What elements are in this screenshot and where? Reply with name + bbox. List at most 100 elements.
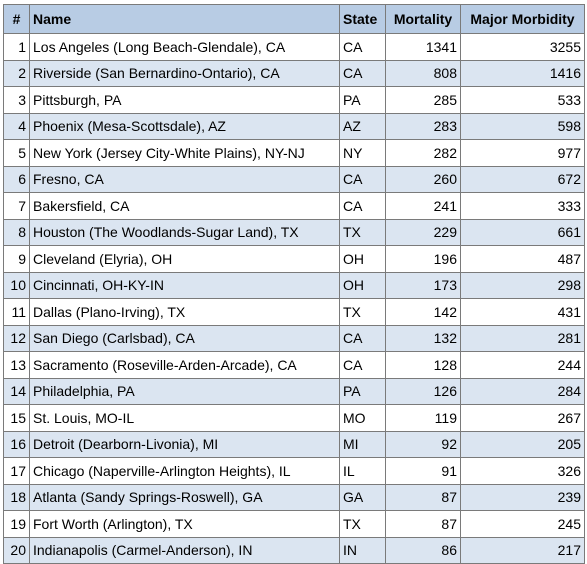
row-name: Atlanta (Sandy Springs-Roswell), GA [29, 483, 340, 511]
row-mortality: 808 [385, 59, 461, 87]
row-state: TX [339, 510, 386, 538]
table-row: 14 Philadelphia, PA PA 126 284 [3, 377, 585, 405]
table-row: 12 San Diego (Carlsbad), CA CA 132 281 [3, 324, 585, 352]
row-number: 14 [3, 377, 30, 405]
row-name: New York (Jersey City-White Plains), NY-… [29, 139, 340, 167]
row-name: Houston (The Woodlands-Sugar Land), TX [29, 218, 340, 246]
row-name: Bakersfield, CA [29, 192, 340, 220]
row-mortality: 173 [385, 271, 461, 299]
row-morbidity: 326 [460, 457, 585, 485]
row-name: Phoenix (Mesa-Scottsdale), AZ [29, 112, 340, 140]
row-mortality: 132 [385, 324, 461, 352]
row-name: Dallas (Plano-Irving), TX [29, 298, 340, 326]
header-row: # Name State Mortality Major Morbidity [3, 4, 585, 34]
row-morbidity: 217 [460, 536, 585, 564]
header-morbidity: Major Morbidity [460, 4, 585, 34]
row-state: MO [339, 404, 386, 432]
row-name: Sacramento (Roseville-Arden-Arcade), CA [29, 351, 340, 379]
row-state: CA [339, 33, 386, 61]
row-morbidity: 298 [460, 271, 585, 299]
row-number: 5 [3, 139, 30, 167]
row-number: 16 [3, 430, 30, 458]
row-morbidity: 239 [460, 483, 585, 511]
row-morbidity: 267 [460, 404, 585, 432]
table-row: 20 Indianapolis (Carmel-Anderson), IN IN 86… [3, 536, 585, 564]
table-row: 4 Phoenix (Mesa-Scottsdale), AZ AZ 283 598 [3, 112, 585, 140]
row-state: AZ [339, 112, 386, 140]
row-mortality: 283 [385, 112, 461, 140]
row-state: TX [339, 218, 386, 246]
header-name: Name [29, 4, 340, 34]
row-name: Fresno, CA [29, 165, 340, 193]
row-number: 2 [3, 59, 30, 87]
row-morbidity: 977 [460, 139, 585, 167]
row-number: 4 [3, 112, 30, 140]
row-morbidity: 244 [460, 351, 585, 379]
row-name: Indianapolis (Carmel-Anderson), IN [29, 536, 340, 564]
table-row: 5 New York (Jersey City-White Plains), NY… [3, 139, 585, 167]
table-row: 18 Atlanta (Sandy Springs-Roswell), GA GA 8… [3, 483, 585, 511]
row-number: 15 [3, 404, 30, 432]
table-container: # Name State Mortality Major Morbidity 1… [3, 4, 585, 564]
row-state: TX [339, 298, 386, 326]
row-mortality: 142 [385, 298, 461, 326]
row-morbidity: 487 [460, 245, 585, 273]
row-state: OH [339, 245, 386, 273]
table-row: 17 Chicago (Naperville-Arlington Heights)… [3, 457, 585, 485]
table-row: 11 Dallas (Plano-Irving), TX TX 142 431 [3, 298, 585, 326]
row-mortality: 126 [385, 377, 461, 405]
row-name: St. Louis, MO-IL [29, 404, 340, 432]
row-number: 6 [3, 165, 30, 193]
row-number: 13 [3, 351, 30, 379]
row-state: CA [339, 351, 386, 379]
table-row: 16 Detroit (Dearborn-Livonia), MI MI 92 205 [3, 430, 585, 458]
table-row: 19 Fort Worth (Arlington), TX TX 87 245 [3, 510, 585, 538]
row-number: 9 [3, 245, 30, 273]
table-body: 1 Los Angeles (Long Beach-Glendale), CA CA… [3, 33, 585, 564]
row-mortality: 260 [385, 165, 461, 193]
row-number: 11 [3, 298, 30, 326]
metro-area-table: # Name State Mortality Major Morbidity 1… [3, 4, 585, 564]
row-state: CA [339, 59, 386, 87]
row-number: 17 [3, 457, 30, 485]
table-row: 1 Los Angeles (Long Beach-Glendale), CA CA… [3, 33, 585, 61]
header-mortality: Mortality [385, 4, 461, 34]
table-row: 8 Houston (The Woodlands-Sugar Land), TX T… [3, 218, 585, 246]
row-name: Chicago (Naperville-Arlington Heights), … [29, 457, 340, 485]
table-row: 15 St. Louis, MO-IL MO 119 267 [3, 404, 585, 432]
row-morbidity: 284 [460, 377, 585, 405]
row-state: CA [339, 192, 386, 220]
row-name: Riverside (San Bernardino-Ontario), CA [29, 59, 340, 87]
row-mortality: 92 [385, 430, 461, 458]
row-name: Fort Worth (Arlington), TX [29, 510, 340, 538]
row-number: 18 [3, 483, 30, 511]
row-name: Cleveland (Elyria), OH [29, 245, 340, 273]
row-morbidity: 661 [460, 218, 585, 246]
row-state: MI [339, 430, 386, 458]
header-state: State [339, 4, 386, 34]
table-row: 10 Cincinnati, OH-KY-IN OH 173 298 [3, 271, 585, 299]
row-state: IN [339, 536, 386, 564]
row-morbidity: 533 [460, 86, 585, 114]
row-name: Los Angeles (Long Beach-Glendale), CA [29, 33, 340, 61]
row-number: 12 [3, 324, 30, 352]
row-number: 1 [3, 33, 30, 61]
row-mortality: 119 [385, 404, 461, 432]
row-mortality: 285 [385, 86, 461, 114]
row-morbidity: 333 [460, 192, 585, 220]
table-row: 7 Bakersfield, CA CA 241 333 [3, 192, 585, 220]
row-mortality: 86 [385, 536, 461, 564]
row-morbidity: 431 [460, 298, 585, 326]
row-mortality: 87 [385, 483, 461, 511]
row-morbidity: 598 [460, 112, 585, 140]
row-mortality: 1341 [385, 33, 461, 61]
row-name: Philadelphia, PA [29, 377, 340, 405]
table-row: 6 Fresno, CA CA 260 672 [3, 165, 585, 193]
row-state: CA [339, 324, 386, 352]
row-mortality: 91 [385, 457, 461, 485]
table-row: 3 Pittsburgh, PA PA 285 533 [3, 86, 585, 114]
row-mortality: 282 [385, 139, 461, 167]
table-row: 9 Cleveland (Elyria), OH OH 196 487 [3, 245, 585, 273]
row-number: 3 [3, 86, 30, 114]
row-morbidity: 205 [460, 430, 585, 458]
